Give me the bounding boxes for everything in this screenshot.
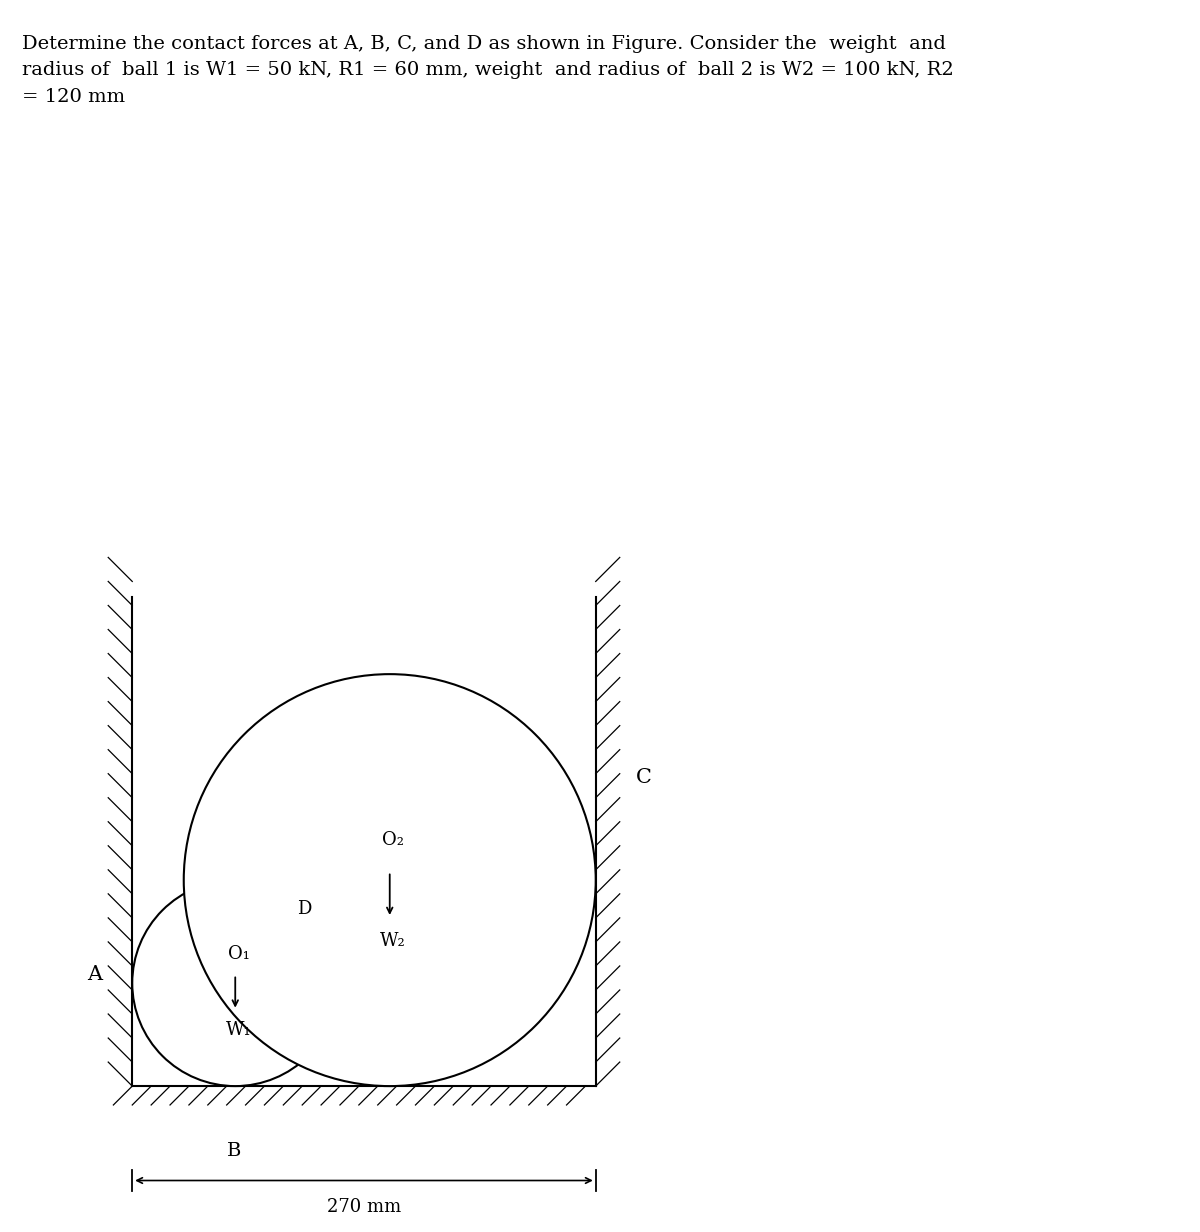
Text: B: B	[227, 1142, 241, 1159]
Circle shape	[132, 880, 338, 1087]
Text: O₁: O₁	[228, 945, 250, 962]
Text: Determine the contact forces at A, B, C, and D as shown in Figure. Consider the : Determine the contact forces at A, B, C,…	[22, 34, 953, 106]
Text: C: C	[636, 768, 652, 786]
Text: A: A	[86, 965, 102, 984]
Text: W₂: W₂	[380, 931, 406, 950]
Text: D: D	[296, 899, 311, 918]
Text: 270 mm: 270 mm	[326, 1198, 401, 1216]
Circle shape	[184, 674, 595, 1087]
Text: O₂: O₂	[382, 832, 404, 849]
Text: W₁: W₁	[226, 1021, 252, 1039]
